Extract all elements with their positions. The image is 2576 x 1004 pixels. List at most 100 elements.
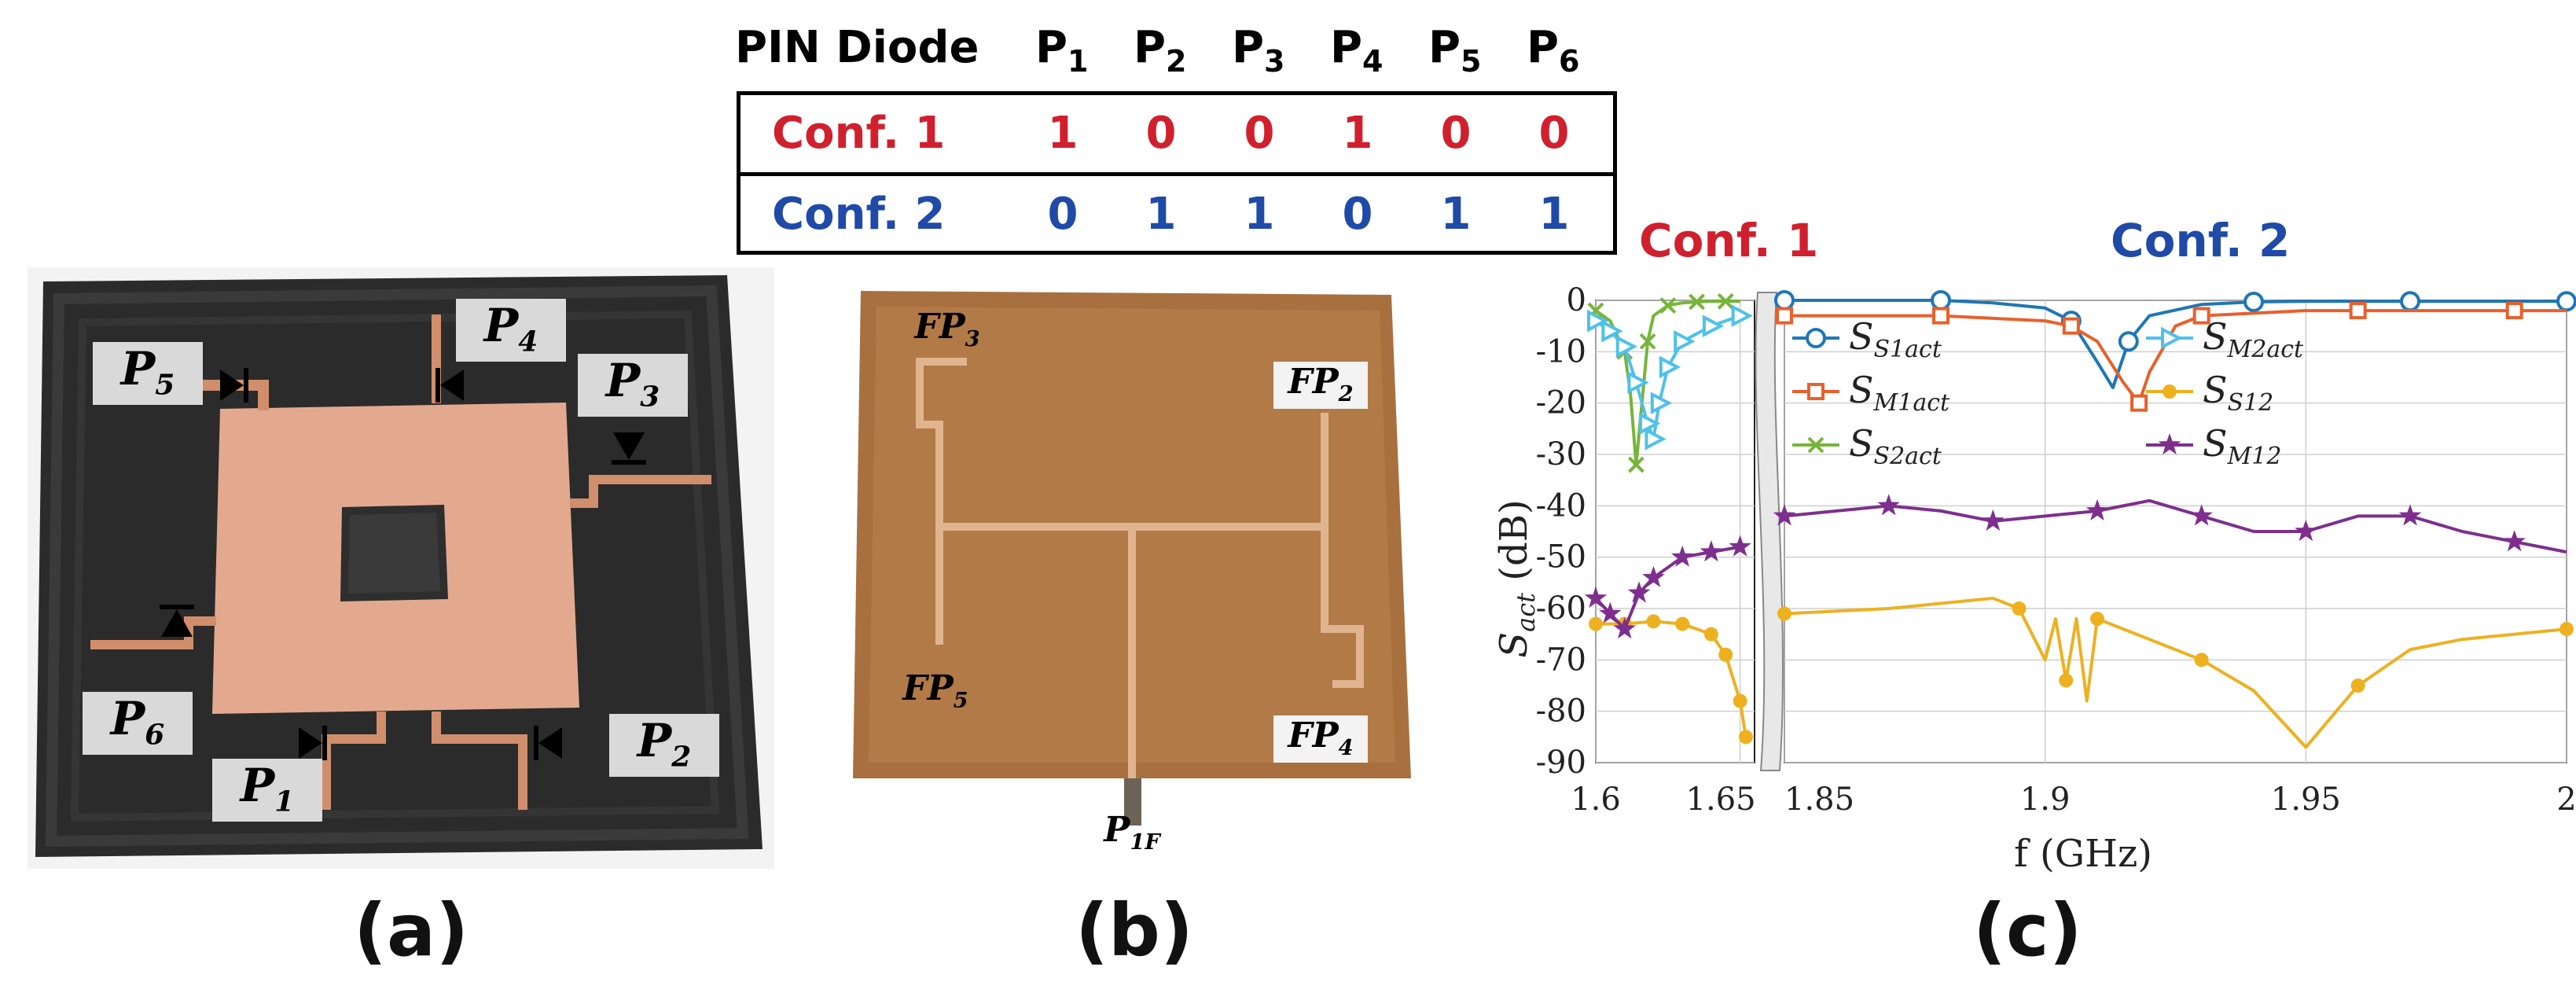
chart-title-conf-2: Conf. 2 — [2111, 214, 2291, 267]
table-cell: 0 — [1342, 189, 1373, 240]
label-fp5: FP5 — [902, 668, 968, 713]
row-label-conf-2: Conf. 2 — [772, 189, 946, 240]
series-marker-s12 — [2012, 601, 2027, 616]
legend-marker-s1act — [1806, 328, 1826, 348]
series-marker-m2act — [1650, 392, 1673, 414]
series-marker-m2act — [1639, 412, 1661, 436]
label-fp3: FP3 — [914, 307, 980, 351]
legend-marker-m2act — [2161, 326, 2183, 350]
table-cell: 1 — [1047, 108, 1079, 159]
series-marker-m12 — [1729, 535, 1751, 557]
series-marker-s12 — [1777, 606, 1791, 621]
y-tick-label: -80 — [1536, 693, 1586, 730]
label-p1: P1 — [212, 759, 322, 822]
legend-label-m2act: SM2act — [2203, 315, 2304, 363]
series-marker-s12 — [1718, 647, 1733, 662]
series-marker-s12 — [1675, 616, 1690, 631]
series-marker-s12 — [2559, 622, 2574, 637]
series-marker-m12 — [1627, 581, 1651, 603]
label-p3: P3 — [578, 354, 688, 417]
caption-b: (b) — [1075, 888, 1193, 973]
legend-marker-m1act — [1807, 383, 1825, 400]
series-marker-s1act — [1931, 290, 1951, 311]
series-marker-m1act — [1932, 307, 1949, 325]
series-marker-s12 — [1738, 730, 1753, 745]
table-column-header-p4: P4 — [1330, 22, 1384, 79]
axis-break — [1755, 292, 1784, 771]
series-marker-s2act — [1628, 456, 1644, 473]
y-tick-label: -60 — [1536, 590, 1586, 627]
series-marker-s1act — [2243, 291, 2264, 312]
series-marker-s12 — [1646, 614, 1661, 629]
series-marker-s12 — [2090, 612, 2104, 627]
legend-marker-s2act — [1807, 436, 1825, 454]
series-marker-m12 — [2295, 520, 2317, 542]
legend-marker-s12 — [2163, 384, 2177, 399]
series-marker-s12 — [2059, 673, 2074, 688]
series-marker-m12 — [1642, 565, 1665, 587]
series-marker-m12 — [1599, 601, 1622, 623]
series-marker-s2act — [1659, 297, 1677, 314]
series-line-m12 — [1784, 498, 2567, 554]
y-tick-label: -50 — [1536, 539, 1586, 576]
y-tick-label: -90 — [1536, 745, 1586, 781]
series-marker-m2act — [1731, 304, 1753, 327]
x-tick-label: 1.6 — [1571, 782, 1621, 818]
series-marker-m12 — [1613, 617, 1636, 639]
label-p4: P4 — [456, 299, 566, 362]
series-marker-s1act — [2118, 331, 2139, 352]
label-p1f: P1F — [1104, 810, 1160, 855]
table-cell: 1 — [1440, 189, 1472, 240]
y-tick-label: -40 — [1536, 487, 1586, 524]
series-marker-s12 — [2350, 679, 2365, 693]
table-column-header-p2: P2 — [1134, 22, 1187, 79]
legend-marker-m12 — [2158, 433, 2181, 455]
table-column-header-p6: P6 — [1527, 22, 1580, 79]
x-tick-label: 1.85 — [1784, 782, 1854, 818]
table-cell: 0 — [1145, 108, 1177, 159]
series-marker-s12 — [1733, 693, 1747, 708]
table-cell: 0 — [1047, 189, 1079, 240]
series-marker-m1act — [2062, 317, 2080, 335]
series-marker-m12 — [1877, 494, 1900, 516]
table-header: PIN Diode P1 P2 P3 P4 P5 P6 — [735, 22, 1615, 85]
label-p5: P5 — [93, 342, 203, 405]
series-marker-s2act — [1717, 292, 1734, 310]
series-line-m1act — [1784, 309, 2567, 405]
series-marker-m2act — [1615, 335, 1638, 359]
legend-label-m12: SM12 — [2203, 422, 2281, 470]
y-tick-label: -30 — [1536, 436, 1586, 473]
table-cell: 1 — [1244, 189, 1275, 240]
legend-label-s12: SS12 — [2203, 369, 2273, 417]
series-marker-m12 — [1700, 540, 1723, 562]
table-cell: 0 — [1440, 108, 1472, 159]
series-marker-s2act — [1689, 293, 1705, 311]
x-tick-label: 1.95 — [2271, 782, 2341, 818]
y-tick-label: -10 — [1536, 333, 1586, 370]
chart-svg: 0 -10 -20 -30 -40 -50 -60 -70 -80 -901.6 1.65 1.85 1… — [1478, 259, 2576, 888]
label-p2: P2 — [609, 714, 719, 777]
series-marker-m1act — [2130, 394, 2148, 412]
series-marker-m2act — [1674, 329, 1696, 353]
x-tick-label: 1.9 — [2020, 782, 2071, 818]
table-row-conf-2: Conf. 2 0 1 1 0 1 1 — [740, 176, 1613, 253]
series-marker-m1act — [2192, 307, 2210, 325]
series-marker-m2act — [1627, 371, 1649, 394]
label-fp2: FP2 — [1273, 362, 1368, 409]
series-marker-m2act — [1587, 309, 1609, 333]
series-marker-s12 — [2194, 653, 2209, 667]
table-cell: 1 — [1342, 108, 1373, 159]
table-cell: 1 — [1538, 189, 1570, 240]
photo-a-antenna-top: P5 P4 P3 P6 P1 P2 — [28, 267, 774, 869]
series-marker-m12 — [1670, 545, 1694, 567]
s-parameter-chart: 0 -10 -20 -30 -40 -50 -60 -70 -80 -90 1.6 1.65 1.85 1… — [1478, 259, 2576, 888]
series-marker-m2act — [1644, 428, 1666, 451]
table-column-header-p5: P5 — [1428, 22, 1482, 79]
table-row-conf-1: Conf. 1 1 0 0 1 0 0 — [740, 95, 1613, 172]
table-cell: 1 — [1145, 189, 1177, 240]
series-marker-m1act — [2349, 302, 2367, 320]
table-divider — [740, 172, 1613, 176]
x-tick-label: 2 — [2556, 782, 2576, 818]
series-marker-m1act — [1776, 307, 1793, 325]
chart-title-conf-1: Conf. 1 — [1639, 214, 1819, 267]
